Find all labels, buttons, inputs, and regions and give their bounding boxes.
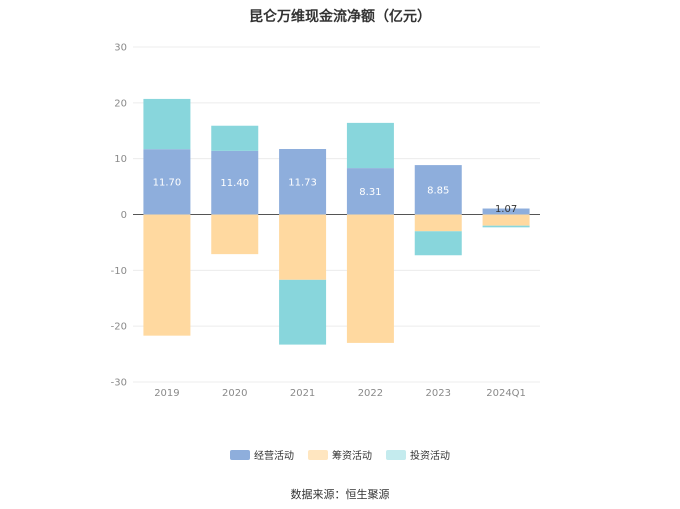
y-tick-label: 0 (121, 210, 127, 221)
legend-item-operating[interactable]: 经营活动 (230, 447, 294, 462)
bar-investing-2021 (279, 279, 327, 345)
bar-investing-2023 (414, 231, 462, 256)
bar-investing-2024Q1 (482, 225, 530, 228)
bar-operating-2023 (414, 165, 462, 215)
x-tick-label: 2021 (290, 388, 315, 399)
legend: 经营活动 筹资活动 投资活动 (0, 447, 680, 462)
data-source: 数据来源：恒生聚源 (290, 488, 390, 501)
y-tick-label: 20 (114, 98, 127, 109)
bar-investing-2019 (143, 98, 191, 150)
bar-financing-2019 (143, 214, 191, 336)
x-tick-label: 2019 (154, 388, 179, 399)
legend-label-operating: 经营活动 (254, 451, 294, 462)
x-tick-label: 2023 (426, 388, 451, 399)
legend-label-investing: 投资活动 (410, 451, 450, 462)
y-tick-label: 30 (114, 43, 127, 54)
y-tick-label: -10 (111, 266, 127, 277)
data-label-operating-2021: 11.73 (288, 177, 317, 188)
legend-swatch-operating (230, 449, 250, 460)
legend-item-financing[interactable]: 筹资活动 (308, 447, 372, 462)
bar-financing-2023 (414, 214, 462, 232)
y-tick-label: 10 (114, 154, 127, 165)
bar-investing-2020 (211, 125, 259, 151)
bar-operating-2021 (279, 149, 327, 215)
bar-operating-2019 (143, 149, 191, 215)
bar-financing-2020 (211, 214, 259, 255)
bar-financing-2024Q1 (482, 214, 530, 226)
bar-financing-2022 (346, 214, 394, 343)
bar-operating-2022 (346, 168, 394, 215)
x-tick-label: 2020 (222, 388, 247, 399)
data-label-operating-2023: 8.85 (427, 185, 449, 196)
y-tick-label: -20 (111, 322, 127, 333)
chart-plot: 30 20 10 0 -10 -20 -30 11.70 2019 11.40 2020 11.73 2… (111, 43, 540, 399)
legend-label-financing: 筹资活动 (332, 451, 372, 462)
legend-item-investing[interactable]: 投资活动 (386, 447, 450, 462)
bar-operating-2020 (211, 150, 259, 215)
legend-swatch-investing (386, 449, 406, 460)
bar-financing-2021 (279, 214, 327, 280)
data-label-operating-2020: 11.40 (220, 178, 249, 189)
bar-investing-2022 (346, 122, 394, 169)
bar-operating-2024Q1 (482, 208, 530, 215)
data-label-operating-2019: 11.70 (153, 177, 182, 188)
y-tick-label: -30 (111, 378, 127, 389)
chart-title: 昆仑万维现金流净额（亿元） (249, 9, 431, 25)
x-tick-label: 2024Q1 (486, 388, 526, 399)
data-label-operating-2022: 8.31 (359, 187, 381, 198)
x-tick-label: 2022 (358, 388, 383, 399)
legend-swatch-financing (308, 449, 328, 460)
data-label-operating-2024Q1: 1.07 (495, 204, 517, 215)
